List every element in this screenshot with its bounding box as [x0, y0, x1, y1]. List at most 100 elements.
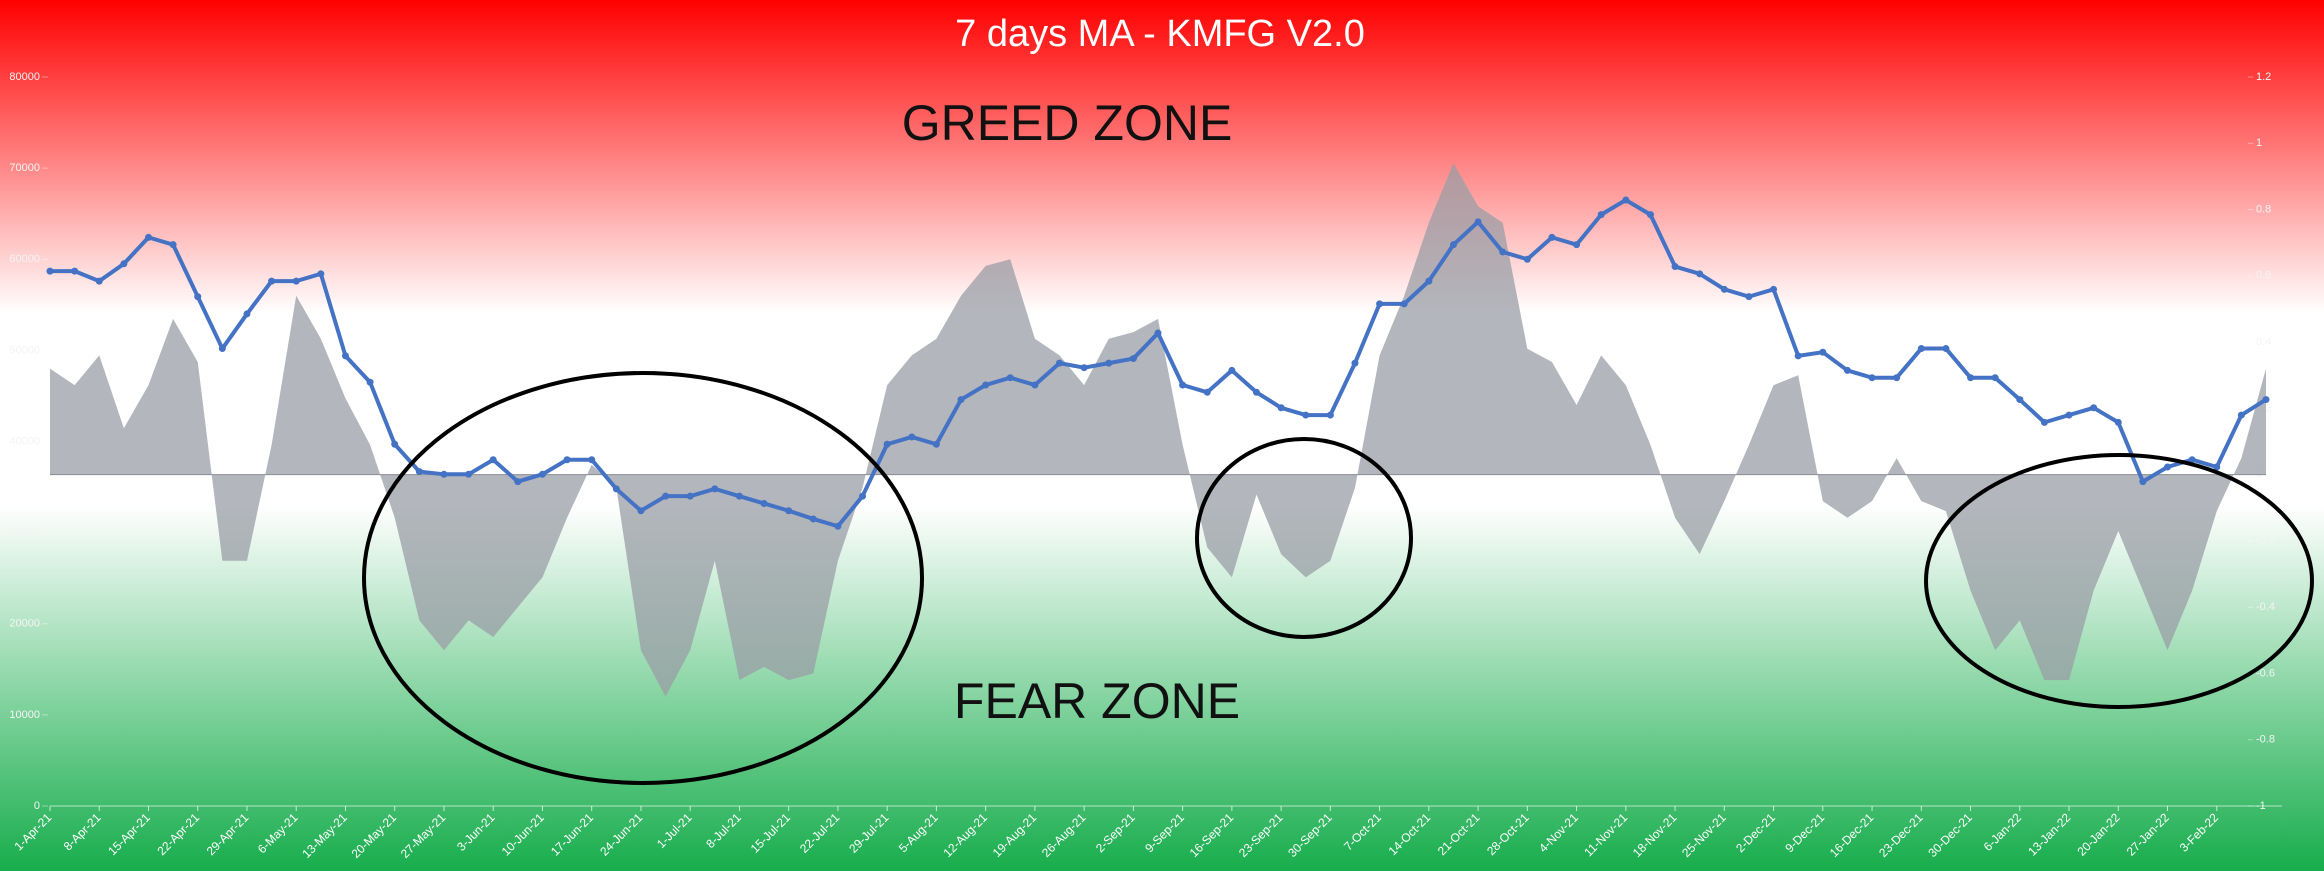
- point: [686, 492, 694, 500]
- point: [588, 456, 596, 464]
- point: [1499, 248, 1507, 256]
- point: [932, 440, 940, 448]
- point: [95, 277, 103, 285]
- area: [50, 163, 2266, 697]
- highlight-ellipse: [362, 371, 924, 785]
- point: [2237, 411, 2245, 419]
- y2-tick-label: 0.6: [2256, 270, 2271, 282]
- point: [489, 456, 497, 464]
- point: [1696, 270, 1704, 278]
- point: [1277, 404, 1285, 412]
- point: [908, 433, 916, 441]
- point: [1006, 374, 1014, 382]
- y-tick-label: 80000: [9, 71, 40, 83]
- highlight-ellipse: [1924, 453, 2314, 709]
- point: [538, 470, 546, 478]
- point: [1252, 388, 1260, 396]
- point: [1523, 255, 1531, 263]
- annotation: GREED ZONE: [902, 95, 1233, 151]
- point: [1917, 345, 1925, 353]
- point: [563, 456, 571, 464]
- point: [1868, 374, 1876, 382]
- point: [711, 485, 719, 493]
- point: [2016, 396, 2024, 404]
- point: [341, 352, 349, 360]
- point: [1843, 366, 1851, 374]
- point: [1991, 374, 1999, 382]
- point: [1154, 329, 1162, 337]
- point: [268, 277, 276, 285]
- point: [785, 507, 793, 515]
- y2-tick-label: -0.4: [2256, 601, 2275, 613]
- y2-tick-label: 0.8: [2256, 203, 2271, 215]
- point: [391, 440, 399, 448]
- point: [1203, 388, 1211, 396]
- point: [1942, 345, 1950, 353]
- point: [2139, 478, 2147, 486]
- point: [71, 267, 79, 275]
- point: [2213, 463, 2221, 471]
- y-tick-label: 70000: [9, 162, 40, 174]
- point: [1351, 359, 1359, 367]
- point: [1573, 241, 1581, 249]
- point: [2114, 418, 2122, 426]
- point: [1967, 374, 1975, 382]
- point: [2065, 411, 2073, 419]
- point: [834, 522, 842, 530]
- point: [612, 485, 620, 493]
- point: [809, 515, 817, 523]
- point: [1376, 300, 1384, 308]
- point: [1056, 359, 1064, 367]
- point: [1794, 352, 1802, 360]
- point: [1622, 196, 1630, 204]
- y-tick-label: 60000: [9, 253, 40, 265]
- point: [1326, 411, 1334, 419]
- point: [1080, 364, 1088, 372]
- point: [1893, 374, 1901, 382]
- point: [957, 396, 965, 404]
- point: [1474, 218, 1482, 226]
- point: [514, 478, 522, 486]
- y2-tick-label: 1.2: [2256, 71, 2271, 83]
- point: [1770, 285, 1778, 293]
- point: [637, 507, 645, 515]
- point: [1745, 293, 1753, 301]
- y2-tick-label: -0.6: [2256, 667, 2275, 679]
- y2-tick-label: -0.8: [2256, 734, 2275, 746]
- point: [120, 260, 128, 268]
- point: [982, 381, 990, 389]
- y-tick-label: 20000: [9, 618, 40, 630]
- point: [169, 241, 177, 249]
- point: [1425, 277, 1433, 285]
- point: [440, 470, 448, 478]
- point: [662, 492, 670, 500]
- point: [1179, 381, 1187, 389]
- point: [317, 270, 325, 278]
- y-tick-label: 0: [34, 800, 40, 812]
- point: [415, 468, 423, 476]
- point: [1720, 285, 1728, 293]
- point: [144, 233, 152, 241]
- point: [2262, 396, 2270, 404]
- point: [1671, 263, 1679, 271]
- highlight-ellipse: [1195, 437, 1413, 639]
- point: [1449, 241, 1457, 249]
- y-tick-label: 30000: [9, 527, 40, 539]
- y2-tick-label: -0.2: [2256, 535, 2275, 547]
- point: [194, 293, 202, 301]
- point: [1129, 355, 1137, 363]
- annotation: FEAR ZONE: [954, 673, 1240, 729]
- point: [1031, 381, 1039, 389]
- point: [2040, 418, 2048, 426]
- point: [1819, 348, 1827, 356]
- point: [292, 277, 300, 285]
- point: [366, 378, 374, 386]
- point: [1400, 300, 1408, 308]
- point: [760, 499, 768, 507]
- point: [1228, 366, 1236, 374]
- point: [46, 267, 54, 275]
- point: [2188, 456, 2196, 464]
- y2-tick-label: 1: [2256, 137, 2262, 149]
